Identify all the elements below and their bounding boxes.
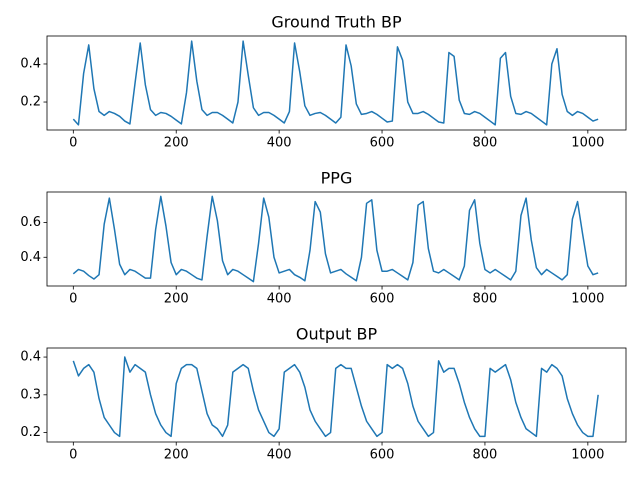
- x-tick-label: 1000: [571, 292, 604, 307]
- x-tick-label: 0: [69, 448, 77, 463]
- y-tick-label: 0.2: [20, 425, 41, 440]
- x-tick-label: 200: [164, 136, 189, 151]
- x-tick-label: 1000: [571, 136, 604, 151]
- x-tick-label: 0: [69, 292, 77, 307]
- y-tick-label: 0.3: [20, 387, 41, 402]
- x-tick-label: 200: [164, 292, 189, 307]
- y-tick-label: 0.4: [20, 350, 41, 365]
- axes-frame: [46, 347, 627, 443]
- chart-title: PPG: [321, 169, 353, 188]
- axes-frame: [46, 35, 627, 131]
- x-tick-label: 800: [473, 136, 498, 151]
- chart-title: Output BP: [296, 325, 378, 344]
- y-tick-label: 0.4: [20, 250, 41, 265]
- data-line: [72, 356, 599, 438]
- x-tick-label: 400: [267, 448, 292, 463]
- axes-frame: [46, 191, 627, 287]
- x-tick-label: 400: [267, 136, 292, 151]
- x-tick-label: 400: [267, 292, 292, 307]
- y-tick-label: 0.6: [20, 215, 41, 230]
- x-tick-label: 600: [370, 448, 395, 463]
- x-tick-label: 200: [164, 448, 189, 463]
- y-tick-label: 0.4: [20, 56, 41, 71]
- x-tick-label: 0: [69, 136, 77, 151]
- x-tick-label: 800: [473, 292, 498, 307]
- data-line: [72, 195, 599, 283]
- y-tick-label: 0.2: [20, 95, 41, 110]
- x-tick-label: 800: [473, 448, 498, 463]
- x-tick-label: 600: [370, 292, 395, 307]
- x-tick-label: 600: [370, 136, 395, 151]
- data-line: [72, 40, 599, 126]
- chart-title: Ground Truth BP: [271, 13, 402, 32]
- x-tick-label: 1000: [571, 448, 604, 463]
